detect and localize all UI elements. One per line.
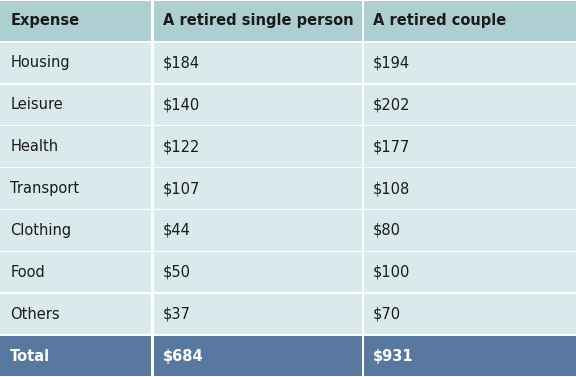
Bar [153, 0, 363, 42]
Text: $684: $684 [163, 349, 204, 363]
Bar [0, 125, 576, 126]
Bar [0, 251, 576, 252]
Bar [153, 84, 363, 126]
Text: Others: Others [10, 307, 60, 322]
Text: $931: $931 [373, 349, 414, 363]
Bar [153, 167, 363, 210]
Bar [0, 84, 153, 126]
Text: A retired couple: A retired couple [373, 14, 506, 28]
Bar [363, 293, 576, 335]
Text: Clothing: Clothing [10, 223, 71, 238]
Text: Health: Health [10, 139, 59, 154]
Bar [363, 335, 576, 377]
Text: $202: $202 [373, 97, 411, 112]
Text: Total: Total [10, 349, 51, 363]
Bar [0, 376, 576, 377]
Text: $50: $50 [163, 265, 191, 280]
Bar [363, 0, 576, 42]
Text: $194: $194 [373, 55, 410, 70]
Bar [0, 42, 153, 84]
Bar [151, 0, 154, 377]
Bar [153, 335, 363, 377]
Text: $184: $184 [163, 55, 200, 70]
Bar [0, 251, 153, 293]
Bar [0, 0, 153, 42]
Bar [153, 126, 363, 167]
Text: $44: $44 [163, 223, 191, 238]
Bar [363, 251, 576, 293]
Bar [363, 167, 576, 210]
Bar [363, 210, 576, 251]
Bar [153, 210, 363, 251]
Text: $80: $80 [373, 223, 401, 238]
Text: Housing: Housing [10, 55, 70, 70]
Text: $100: $100 [373, 265, 411, 280]
Bar [363, 42, 576, 84]
Bar [0, 167, 153, 210]
Bar [0, 335, 153, 377]
Bar [0, 0, 576, 1]
Text: Expense: Expense [10, 14, 79, 28]
Text: $140: $140 [163, 97, 200, 112]
Text: $177: $177 [373, 139, 411, 154]
Text: Food: Food [10, 265, 45, 280]
Text: $122: $122 [163, 139, 200, 154]
Bar [0, 41, 576, 43]
Bar [362, 0, 364, 377]
Text: A retired single person: A retired single person [163, 14, 354, 28]
Text: Leisure: Leisure [10, 97, 63, 112]
Text: $107: $107 [163, 181, 200, 196]
Bar [0, 209, 576, 210]
Text: $37: $37 [163, 307, 191, 322]
Text: $108: $108 [373, 181, 411, 196]
Bar [0, 210, 153, 251]
Text: $70: $70 [373, 307, 401, 322]
Bar [363, 126, 576, 167]
Bar [0, 83, 576, 84]
Bar [153, 251, 363, 293]
Bar [0, 167, 576, 168]
Bar [153, 293, 363, 335]
Bar [0, 334, 576, 336]
Bar [0, 293, 576, 294]
Bar [153, 42, 363, 84]
Bar [0, 293, 153, 335]
Text: Transport: Transport [10, 181, 79, 196]
Bar [0, 126, 153, 167]
Bar [363, 84, 576, 126]
